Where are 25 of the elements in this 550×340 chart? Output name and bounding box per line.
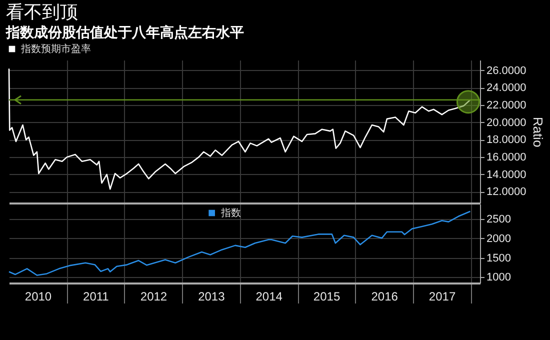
y-tick-label: 1000 xyxy=(486,272,511,284)
y-tick-label: 24.0000 xyxy=(486,82,526,94)
x-tick-label: 2010 xyxy=(24,290,52,304)
y-tick-label: 12.0000 xyxy=(486,186,526,198)
y-tick-label: 16.0000 xyxy=(486,152,526,164)
y-tick-label: 26.0000 xyxy=(486,64,526,77)
legend-label: 指数预期市盈率 xyxy=(20,43,91,55)
x-tick-label: 2015 xyxy=(313,290,340,304)
y-tick-label: 2500 xyxy=(486,214,511,226)
chart-subtitle: 指数成份股估值处于八年高点左右水平 xyxy=(6,24,244,42)
x-tick-label: 2017 xyxy=(428,290,456,304)
x-tick-label: 2014 xyxy=(256,290,283,304)
y-tick-label: 20.0000 xyxy=(486,116,526,129)
legend-label: 指数 xyxy=(220,207,241,219)
x-tick-label: 2011 xyxy=(83,290,110,304)
x-tick-label: 2012 xyxy=(140,290,168,304)
y-axis-title: Ratio xyxy=(530,116,546,148)
chart-title: 看不到顶 xyxy=(6,2,78,24)
y-tick-label: 2000 xyxy=(486,232,511,245)
x-tick-label: 2016 xyxy=(371,290,398,304)
y-tick-label: 18.0000 xyxy=(486,134,526,146)
y-tick-label: 14.0000 xyxy=(486,168,526,181)
x-tick-label: 2013 xyxy=(198,290,226,304)
y-tick-label: 22.0000 xyxy=(486,100,526,112)
y-tick-label: 1500 xyxy=(486,252,511,264)
